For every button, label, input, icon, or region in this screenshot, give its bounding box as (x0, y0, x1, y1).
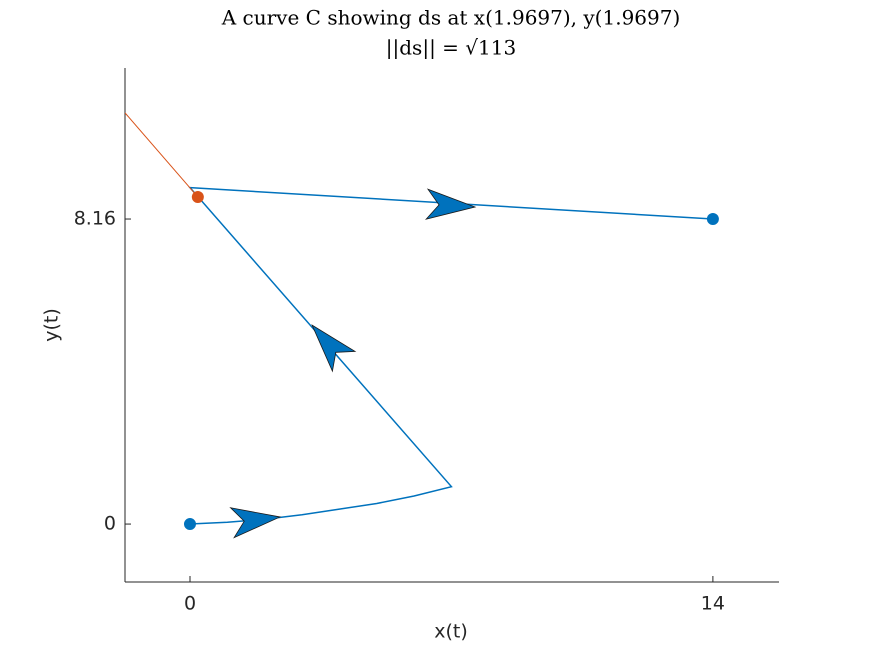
point (191, 190, 204, 203)
arrowhead (424, 188, 477, 220)
curve (125, 112, 199, 198)
y-tick-label: 8.16 (74, 208, 116, 230)
arrowhead (229, 507, 282, 539)
chart-subtitle: ||ds|| = √113 (386, 36, 516, 61)
point (183, 518, 196, 531)
x-tick-label: 14 (701, 593, 725, 615)
curve (188, 186, 713, 525)
y-axis-label: y(t) (41, 308, 63, 342)
x-tick-label: 0 (184, 593, 196, 615)
arrowhead (311, 324, 357, 373)
point (706, 213, 719, 226)
x-axis-label: x(t) (434, 621, 468, 643)
chart-title: A curve C showing ds at x(1.9697), y(1.9… (221, 6, 681, 30)
y-tick-label: 0 (104, 513, 116, 535)
plot-area (125, 112, 719, 539)
